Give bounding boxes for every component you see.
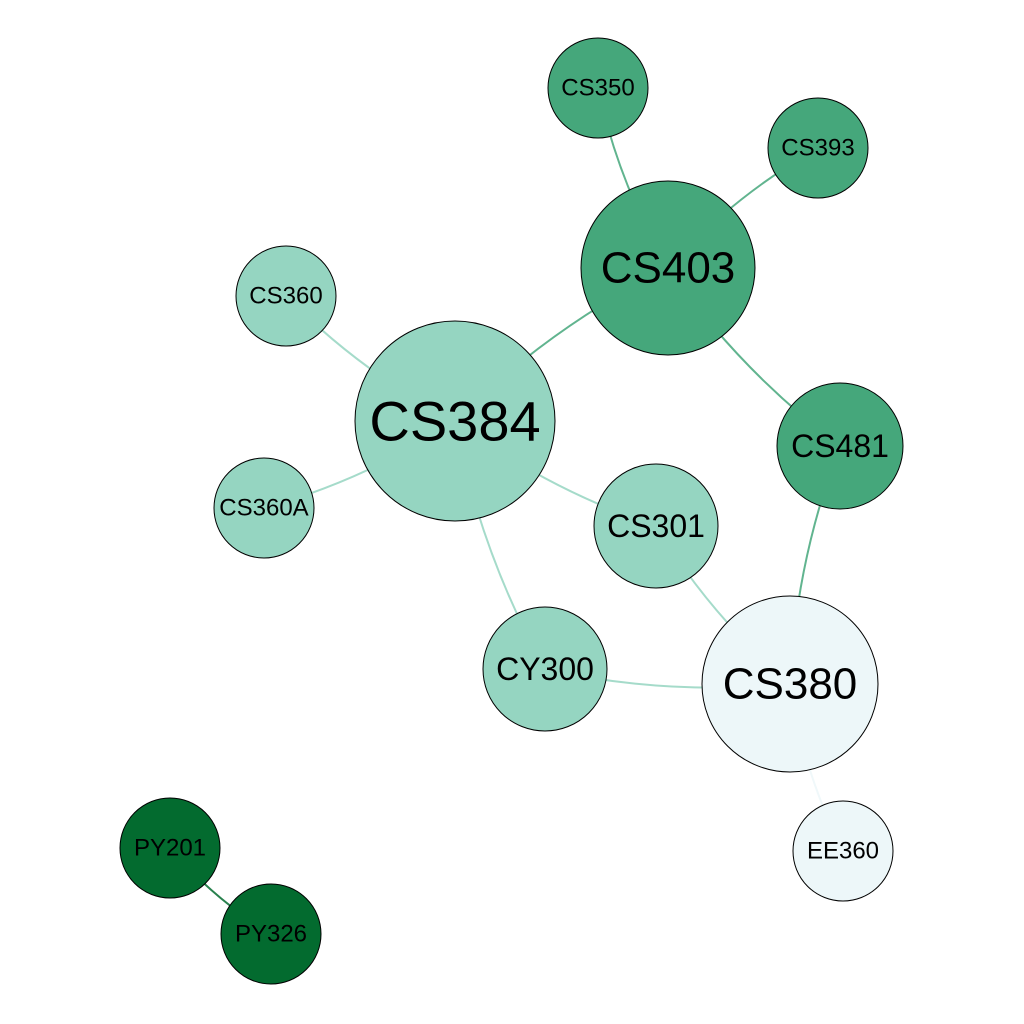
node-label: PY201 xyxy=(134,835,206,862)
node-label: CS393 xyxy=(781,135,854,162)
node-label: CY300 xyxy=(496,651,594,687)
node-circle xyxy=(235,245,337,347)
node-cy300: CY300 xyxy=(482,606,608,732)
node-circle xyxy=(593,463,719,589)
node-cs403: CS403 xyxy=(580,180,756,356)
node-label: EE360 xyxy=(807,838,879,865)
nodes-layer: CS350 CS393 CS403 CS360 CS384 CS481 CS360A CS30… xyxy=(119,37,904,985)
node-cs393: CS393 xyxy=(767,97,869,199)
node-circle xyxy=(792,800,894,902)
node-circle xyxy=(701,595,879,773)
node-circle xyxy=(213,457,315,559)
node-circle xyxy=(547,37,649,139)
node-cs384: CS384 xyxy=(354,320,556,522)
node-label: CS380 xyxy=(723,660,858,709)
node-circle xyxy=(220,883,322,985)
node-circle xyxy=(767,97,869,199)
node-label: CS350 xyxy=(561,75,634,102)
node-label: CS301 xyxy=(607,508,705,544)
node-label: CS360 xyxy=(249,283,322,310)
node-circle xyxy=(354,320,556,522)
node-cs360a: CS360A xyxy=(213,457,315,559)
node-label: PY326 xyxy=(235,921,307,948)
node-cs481: CS481 xyxy=(776,382,904,510)
node-ee360: EE360 xyxy=(792,800,894,902)
node-circle xyxy=(482,606,608,732)
node-label: CS481 xyxy=(791,428,889,464)
node-circle xyxy=(776,382,904,510)
node-circle xyxy=(119,797,221,899)
node-label: CS360A xyxy=(219,495,308,522)
node-label: CS384 xyxy=(369,390,540,453)
node-cs380: CS380 xyxy=(701,595,879,773)
node-cs360: CS360 xyxy=(235,245,337,347)
node-cs350: CS350 xyxy=(547,37,649,139)
node-py326: PY326 xyxy=(220,883,322,985)
node-py201: PY201 xyxy=(119,797,221,899)
node-cs301: CS301 xyxy=(593,463,719,589)
node-label: CS403 xyxy=(601,244,736,293)
node-circle xyxy=(580,180,756,356)
